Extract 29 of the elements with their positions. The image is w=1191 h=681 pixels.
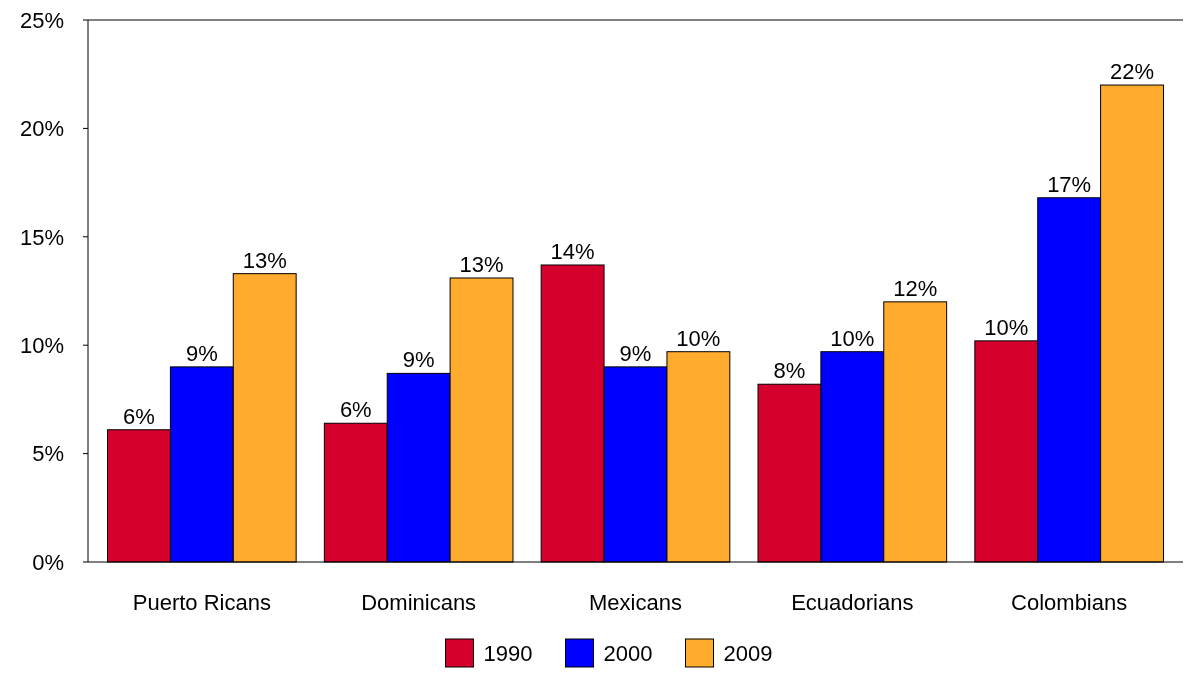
data-label: 6% (339, 397, 372, 423)
data-label: 13% (459, 251, 504, 277)
y-tick-label: 15% (19, 224, 64, 250)
y-tick-label: 25% (19, 7, 64, 33)
x-tick-label: Puerto Ricans (132, 590, 271, 615)
data-label: 10% (830, 325, 875, 351)
x-tick-label: Colombians (1011, 590, 1128, 615)
data-label: 8% (773, 358, 806, 384)
data-label: 9% (402, 347, 435, 373)
y-tick-label: 0% (32, 549, 64, 575)
data-label: 22% (1110, 59, 1155, 85)
data-label: 10% (984, 314, 1029, 340)
legend-label: 1990 (483, 640, 533, 666)
data-label: 10% (676, 325, 721, 351)
data-label: 9% (185, 340, 218, 366)
legend-label: 2009 (723, 640, 773, 666)
data-label: 9% (619, 340, 652, 366)
y-tick-label: 5% (32, 441, 64, 467)
data-label: 14% (550, 238, 595, 264)
data-label: 6% (123, 403, 155, 429)
data-label: 13% (242, 247, 287, 273)
data-label: 12% (893, 275, 938, 301)
x-tick-label: Ecuadorians (791, 590, 914, 615)
y-tick-label: 20% (19, 116, 64, 142)
legend-label: 2000 (603, 640, 653, 666)
x-tick-label: Mexicans (589, 590, 682, 615)
x-tick-label: Dominicans (361, 590, 477, 615)
y-tick-label: 10% (19, 332, 64, 358)
data-label: 17% (1047, 171, 1092, 197)
